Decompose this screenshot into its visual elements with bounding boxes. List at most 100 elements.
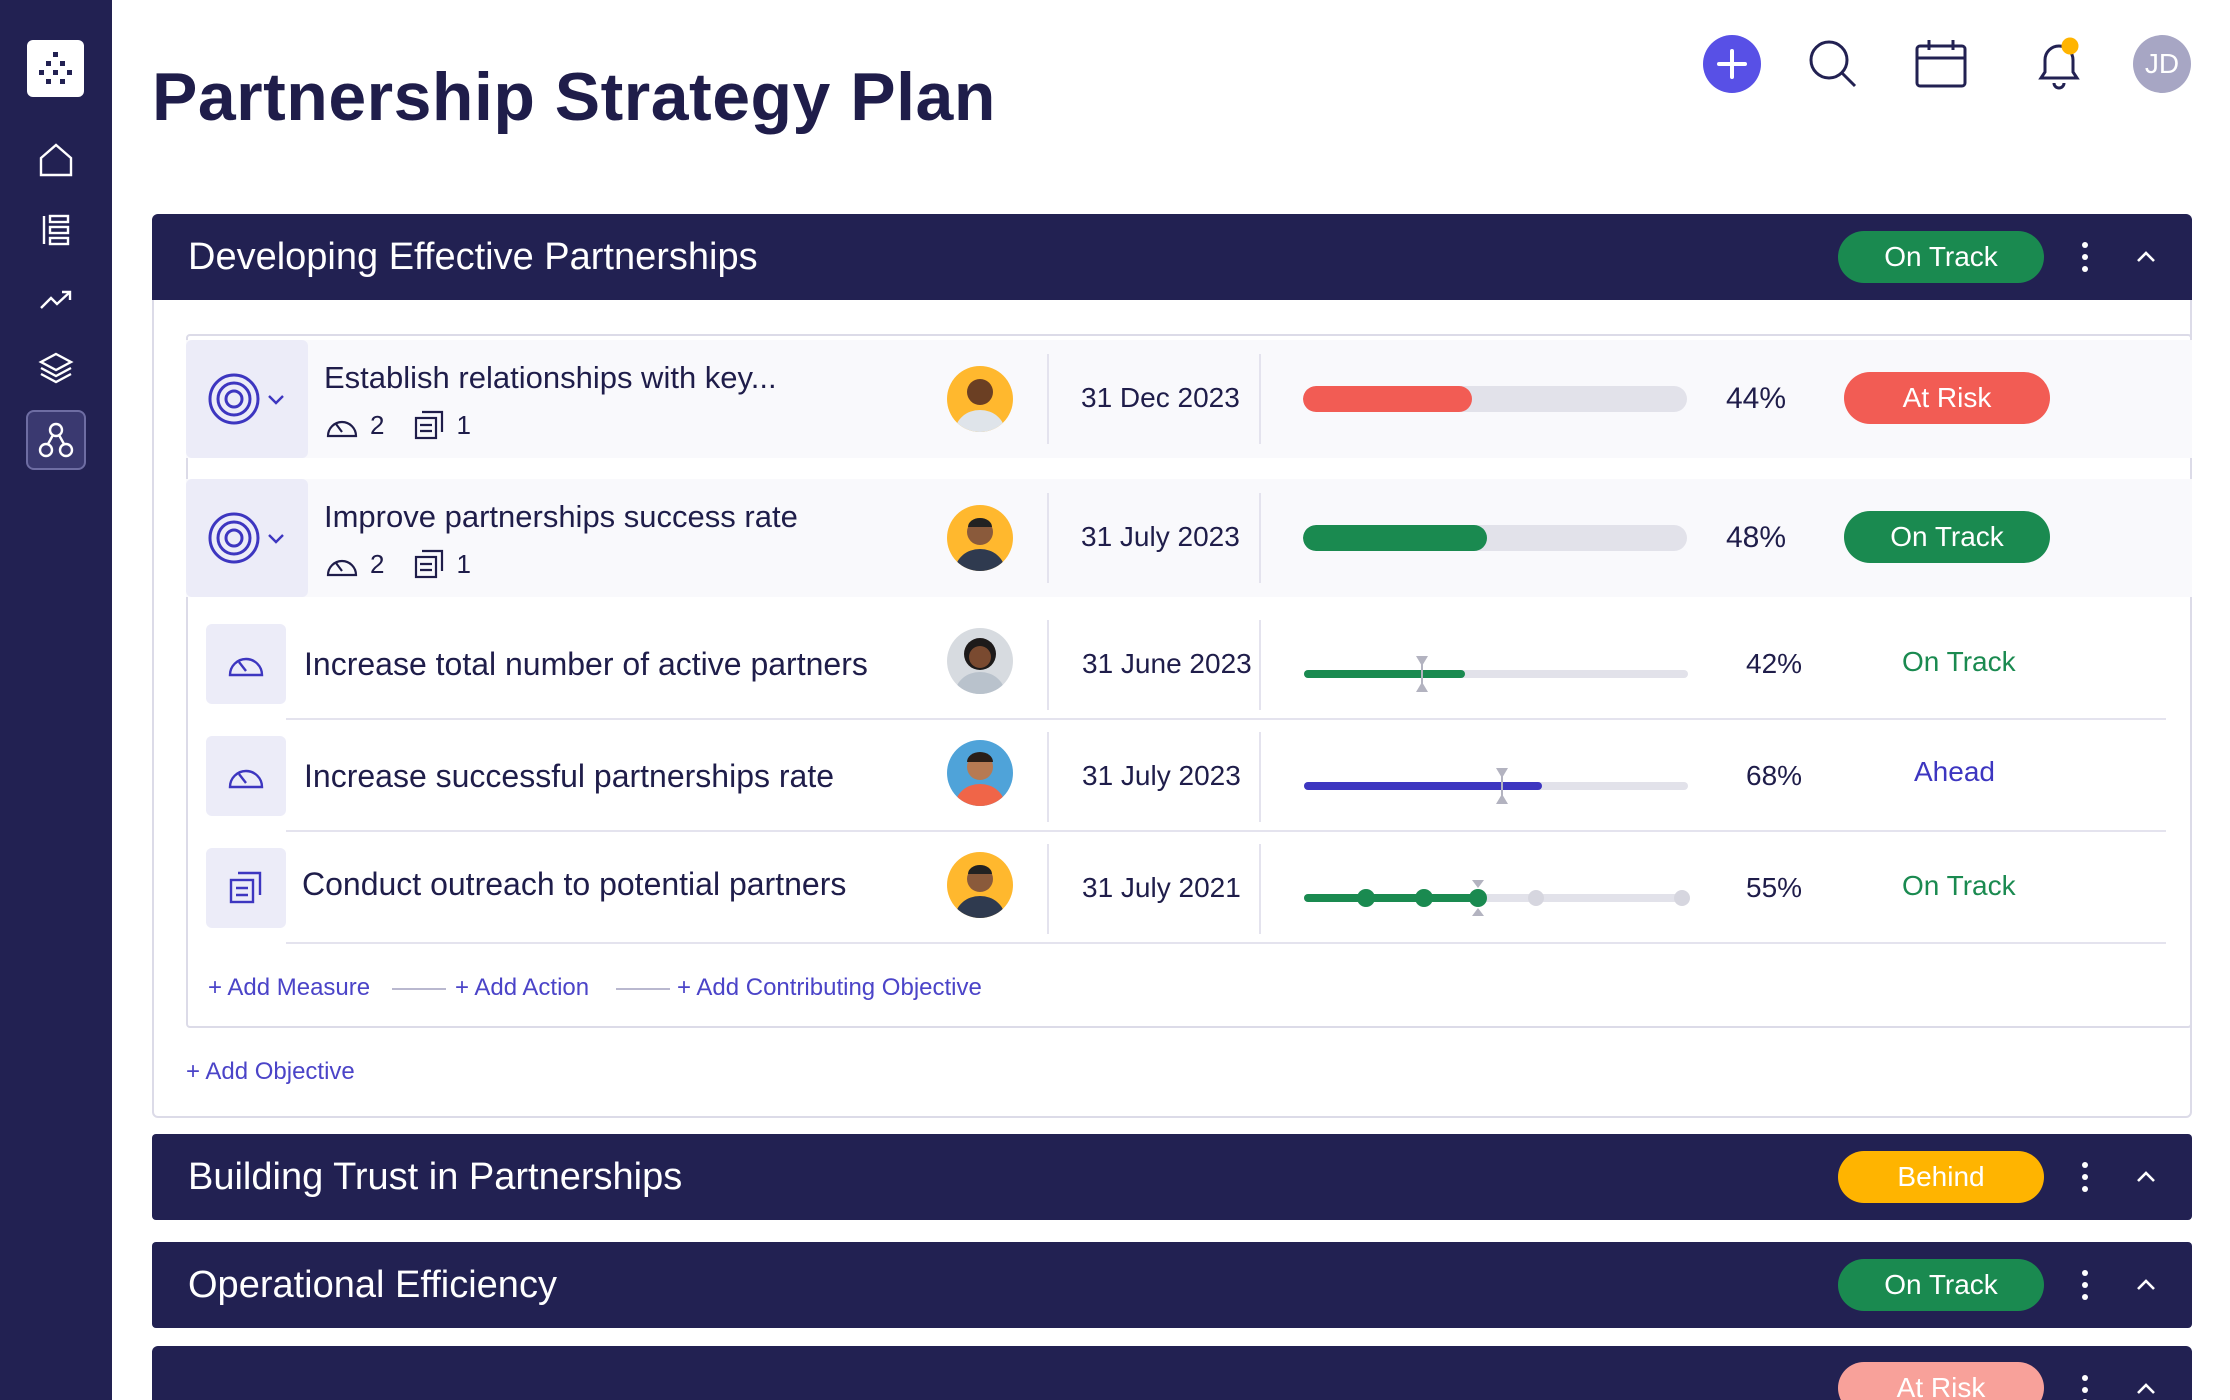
avatar bbox=[947, 366, 1013, 432]
objective-row[interactable]: Improve partnerships success rate 2 1 31… bbox=[186, 479, 2192, 597]
notifications-button[interactable] bbox=[2028, 33, 2090, 95]
plus-icon bbox=[1717, 49, 1747, 79]
progress-bar bbox=[1304, 880, 1690, 916]
measure-row[interactable]: Conduct outreach to potential partners 3… bbox=[206, 834, 2166, 944]
gauge-icon bbox=[228, 769, 264, 789]
add-objective-link[interactable]: + Add Objective bbox=[186, 1058, 355, 1085]
target-icon bbox=[208, 512, 260, 564]
due-date: 31 July 2023 bbox=[1081, 521, 1240, 552]
status-badge: On Track bbox=[1838, 1259, 2044, 1311]
more-options-button[interactable] bbox=[2075, 1265, 2095, 1305]
progress-percent: 55% bbox=[1746, 872, 1803, 903]
objective-row[interactable]: Establish relationships with key... 2 1 … bbox=[186, 340, 2192, 458]
section-header[interactable]: Operational Efficiency On Track bbox=[152, 1242, 2192, 1328]
measures-count: 2 bbox=[370, 409, 385, 440]
actions-count: 1 bbox=[456, 409, 471, 440]
progress-bar bbox=[1303, 525, 1687, 551]
measure-title: Increase successful partnerships rate bbox=[304, 758, 835, 794]
chevron-down-icon bbox=[268, 395, 284, 405]
chevron-up-icon[interactable] bbox=[2131, 1162, 2161, 1192]
due-date: 31 June 2023 bbox=[1082, 648, 1252, 679]
add-contributing-objective-link[interactable]: + Add Contributing Objective bbox=[677, 974, 982, 1001]
avatar bbox=[947, 505, 1013, 571]
chevron-up-icon[interactable] bbox=[2131, 1270, 2161, 1300]
milestone-dots bbox=[1357, 880, 1690, 916]
gauge-icon bbox=[228, 657, 264, 677]
progress-fill bbox=[1303, 386, 1472, 412]
progress-bar bbox=[1304, 768, 1688, 804]
app-logo[interactable] bbox=[27, 40, 84, 97]
progress-bar bbox=[1303, 386, 1687, 412]
status-badge: On Track bbox=[1844, 511, 2050, 563]
user-avatar[interactable]: JD bbox=[2133, 35, 2191, 93]
section-header[interactable]: Developing Effective Partnerships On Tra… bbox=[152, 214, 2192, 300]
chevron-up-icon[interactable] bbox=[2131, 1374, 2161, 1400]
due-date: 31 July 2021 bbox=[1082, 872, 1241, 903]
more-options-button[interactable] bbox=[2075, 1370, 2095, 1400]
hierarchy-icon[interactable] bbox=[26, 410, 86, 470]
measure-row[interactable]: Increase successful partnerships rate 31… bbox=[206, 722, 2166, 832]
section-header[interactable]: At Risk bbox=[152, 1346, 2192, 1400]
progress-fill bbox=[1304, 894, 1481, 902]
chevron-up-icon[interactable] bbox=[2131, 242, 2161, 272]
add-measure-link[interactable]: + Add Measure bbox=[208, 974, 371, 1001]
trend-up-icon[interactable] bbox=[26, 270, 86, 330]
progress-bar bbox=[1304, 656, 1688, 692]
progress-fill bbox=[1303, 525, 1488, 551]
search-button[interactable] bbox=[1802, 33, 1864, 95]
calendar-button[interactable] bbox=[1910, 33, 1972, 95]
objective-icon-box[interactable] bbox=[186, 340, 308, 458]
status-text: Ahead bbox=[1914, 756, 1995, 787]
progress-fill bbox=[1304, 782, 1543, 790]
actions-icon bbox=[229, 871, 262, 904]
section-title: Building Trust in Partnerships bbox=[188, 1155, 683, 1198]
objective-title: Establish relationships with key... bbox=[324, 360, 777, 395]
status-text: On Track bbox=[1902, 646, 2016, 677]
actions-icon bbox=[415, 549, 444, 579]
objective-title: Improve partnerships success rate bbox=[324, 499, 798, 534]
section-title: Developing Effective Partnerships bbox=[188, 235, 758, 278]
more-options-button[interactable] bbox=[2075, 237, 2095, 277]
measure-title: Increase total number of active partners bbox=[304, 646, 868, 682]
objectives-panel bbox=[186, 334, 2192, 1028]
section-title: Operational Efficiency bbox=[188, 1263, 557, 1306]
measure-row[interactable]: Increase total number of active partners… bbox=[206, 610, 2166, 720]
calendar-icon bbox=[1915, 40, 1967, 88]
objective-icon-box[interactable] bbox=[186, 479, 308, 597]
progress-fill bbox=[1304, 670, 1466, 678]
target-marker-icon bbox=[1416, 656, 1428, 692]
list-tree-icon[interactable] bbox=[26, 200, 86, 260]
progress-percent: 48% bbox=[1726, 521, 1787, 554]
page-title: Partnership Strategy Plan bbox=[152, 59, 996, 135]
measures-count: 2 bbox=[370, 548, 385, 579]
add-action-link[interactable]: + Add Action bbox=[455, 974, 590, 1001]
layers-icon[interactable] bbox=[26, 338, 86, 398]
gauge-icon bbox=[326, 420, 358, 438]
target-marker-icon bbox=[1496, 768, 1508, 804]
chevron-down-icon bbox=[268, 534, 284, 544]
objective-meta: 2 1 bbox=[324, 547, 471, 581]
add-button[interactable] bbox=[1703, 35, 1761, 93]
gauge-icon bbox=[326, 559, 358, 577]
status-badge: On Track bbox=[1838, 231, 2044, 283]
actions-count: 1 bbox=[456, 548, 471, 579]
section-header[interactable]: Building Trust in Partnerships Behind bbox=[152, 1134, 2192, 1220]
target-icon bbox=[208, 373, 260, 425]
status-badge: Behind bbox=[1838, 1151, 2044, 1203]
measure-title: Conduct outreach to potential partners bbox=[302, 866, 847, 902]
measure-icon-box bbox=[206, 736, 286, 816]
search-icon bbox=[1809, 40, 1857, 88]
progress-percent: 44% bbox=[1726, 382, 1787, 415]
avatar bbox=[947, 852, 1013, 918]
objective-meta: 2 1 bbox=[324, 408, 471, 442]
bell-icon bbox=[2038, 37, 2080, 90]
status-text: On Track bbox=[1902, 870, 2016, 901]
more-options-button[interactable] bbox=[2075, 1157, 2095, 1197]
measure-icon-box bbox=[206, 624, 286, 704]
status-badge: At Risk bbox=[1838, 1362, 2044, 1400]
progress-percent: 42% bbox=[1746, 648, 1803, 679]
due-date: 31 July 2023 bbox=[1082, 760, 1241, 791]
home-icon[interactable] bbox=[26, 130, 86, 190]
status-badge: At Risk bbox=[1844, 372, 2050, 424]
actions-icon bbox=[415, 410, 444, 440]
